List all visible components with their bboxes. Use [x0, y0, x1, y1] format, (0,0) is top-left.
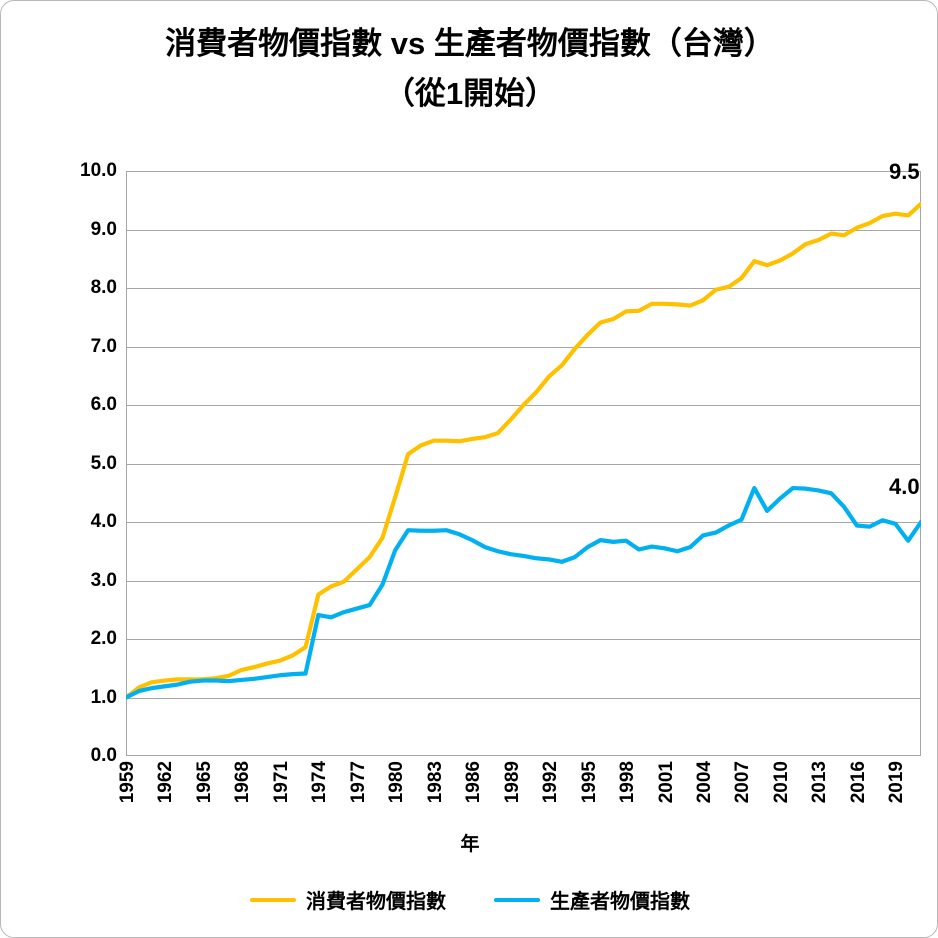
series-line-ppi: [126, 485, 921, 700]
legend-line-icon-cpi: [250, 897, 296, 902]
y-axis-tick-label: 7.0: [90, 335, 117, 357]
x-axis-tick-label: 2016: [847, 761, 869, 804]
x-axis-tick-label: 1986: [463, 761, 485, 804]
page-subtitle: （從1開始）: [383, 75, 557, 111]
x-axis-tick-label: 1965: [193, 761, 215, 804]
x-axis-tick-label: 2019: [886, 761, 908, 804]
legend-line-icon-ppi: [494, 897, 540, 902]
y-axis-tick-label: 0.0: [90, 745, 117, 766]
x-axis-tick-label: 1995: [578, 761, 600, 804]
x-axis-tick-label: 1959: [117, 761, 138, 804]
x-axis-tick-label: 1998: [617, 761, 639, 804]
legend-item-cpi[interactable]: 消費者物價指數: [250, 885, 446, 914]
x-axis-tick-label: 2013: [809, 761, 831, 804]
x-axis-tick-label: 2001: [655, 761, 677, 804]
series-line-cpi: [126, 201, 921, 700]
series-group: [126, 201, 921, 700]
x-axis-title: 年: [460, 834, 480, 855]
x-axis-tick-label: 1980: [386, 761, 408, 804]
y-axis-tick-label: 5.0: [90, 452, 117, 474]
y-axis-tick-label: 1.0: [90, 686, 117, 708]
y-axis-tick-label: 9.0: [90, 218, 117, 240]
y-axis-labels: 0.0 1.0 2.0 3.0 4.0 5.0 6.0 7.0 8.0 9.0 10.0: [31, 160, 117, 766]
x-axis-tick-label: 1983: [424, 761, 446, 804]
plot-area: [126, 171, 921, 756]
x-axis-tick-label: 1971: [270, 761, 292, 804]
x-axis-tick-label: 1974: [309, 761, 331, 804]
y-axis-tick-label: 3.0: [90, 569, 117, 591]
cpi-end-value-label: 9.5: [889, 159, 920, 184]
y-axis-tick-label: 8.0: [90, 277, 117, 298]
x-axis-tick-label: 1992: [540, 761, 562, 804]
title-block: 消費者物價指數 vs 生產者物價指數（台灣） （從1開始）: [1, 23, 937, 115]
y-axis-tick-label: 4.0: [90, 511, 117, 532]
chart-legend: 消費者物價指數 生產者物價指數: [1, 885, 937, 914]
y-axis-tick-label: 10.0: [80, 160, 117, 181]
plot-frame: [126, 171, 921, 756]
x-axis-tick-label: 2004: [694, 761, 716, 804]
x-axis-tick-label: 2010: [770, 761, 792, 804]
x-axis-tick-label: 1968: [232, 761, 254, 804]
ppi-end-value-label: 4.0: [889, 474, 920, 499]
x-axis-tick-label: 1989: [501, 761, 523, 804]
chart-svg: [126, 171, 921, 756]
x-axis-labels: 1959 1962 1965 1968 1971 1974 1977 1980 1983 1986…: [117, 761, 921, 821]
y-axis-tick-label: 6.0: [90, 394, 117, 415]
y-axis-tick-label: 2.0: [90, 628, 117, 649]
legend-label-ppi: 生產者物價指數: [550, 891, 690, 913]
x-axis-tick-label: 1962: [155, 761, 177, 804]
legend-label-cpi: 消費者物價指數: [306, 891, 446, 913]
page-title: 消費者物價指數 vs 生產者物價指數（台灣）: [165, 26, 775, 61]
x-axis-tick-label: 1977: [347, 761, 369, 804]
legend-item-ppi[interactable]: 生產者物價指數: [494, 885, 690, 914]
x-axis-tick-label: 2007: [732, 761, 754, 804]
